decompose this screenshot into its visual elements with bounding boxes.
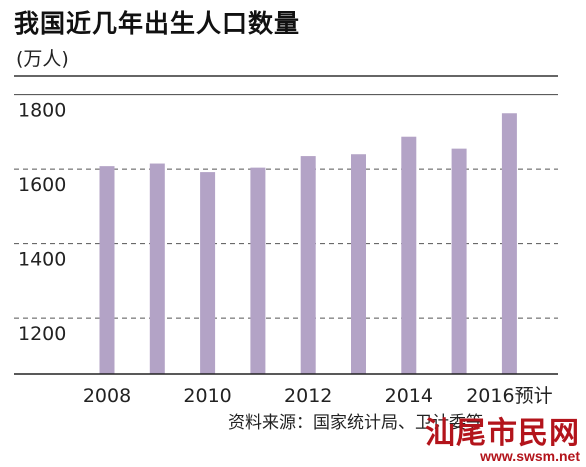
y-tick-label-1400: 1400 [18, 249, 66, 271]
bar-2015 [451, 148, 467, 374]
bar-2013 [351, 154, 366, 374]
x-tick-label-2014: 2014 [385, 385, 433, 407]
x-tick-label-2016预计: 2016预计 [466, 385, 552, 407]
x-tick-label-2010: 2010 [183, 385, 231, 407]
watermark-url: www.swsm.net [480, 448, 580, 464]
data-source-note: 资料来源：国家统计局、卫计委等 [228, 413, 483, 433]
y-tick-label-1800: 1800 [18, 100, 66, 122]
bar-2016预计 [501, 113, 517, 374]
bar-2012 [300, 156, 316, 374]
bar-2008 [99, 166, 115, 374]
bar-2014 [401, 136, 417, 374]
bar-2011 [250, 167, 266, 374]
watermark-brand: 汕尾市民网 [425, 416, 580, 451]
x-tick-label-2008: 2008 [83, 385, 131, 407]
site-watermark: 汕尾市民网 www.swsm.net [425, 416, 580, 464]
x-tick-label-2012: 2012 [284, 385, 332, 407]
y-tick-label-1600: 1600 [18, 174, 66, 196]
bar-2009 [149, 163, 165, 374]
bar-2010 [200, 172, 216, 374]
y-axis-unit-label: (万人) [16, 48, 69, 70]
chart-title: 我国近几年出生人口数量 [14, 9, 301, 38]
y-tick-label-1200: 1200 [18, 323, 66, 345]
